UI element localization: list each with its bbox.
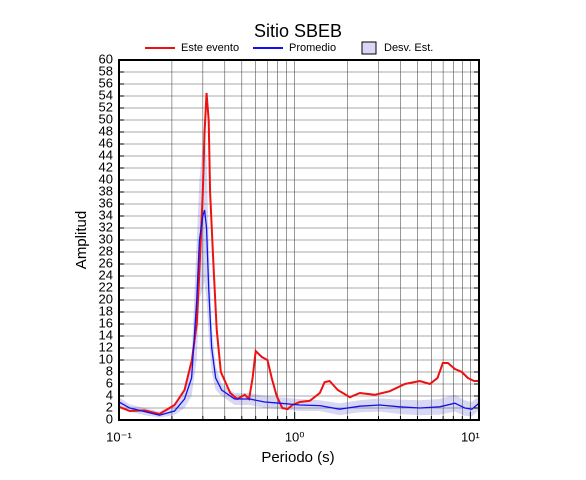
y-tick-label: 22 <box>99 279 113 294</box>
y-tick-label: 4 <box>106 387 113 402</box>
legend-swatch <box>361 41 377 55</box>
x-tick-label: 10⁰ <box>285 429 305 444</box>
y-tick-label: 12 <box>99 339 113 354</box>
series-line <box>118 92 479 416</box>
y-axis-label: Amplitud <box>73 211 90 269</box>
y-tick-label: 6 <box>106 375 113 390</box>
x-axis-label: Periodo (s) <box>261 449 334 466</box>
y-tick-label: 20 <box>99 291 113 306</box>
y-tick-label: 10 <box>99 351 113 366</box>
y-tick-label: 18 <box>99 303 113 318</box>
y-tick-label: 14 <box>99 327 113 342</box>
y-tick-label: 56 <box>99 75 113 90</box>
x-tick-label: 10⁻¹ <box>106 429 132 444</box>
y-tick-label: 16 <box>99 315 113 330</box>
y-tick-label: 26 <box>99 255 113 270</box>
legend-label: Promedio <box>289 42 336 54</box>
y-tick-label: 24 <box>99 267 113 282</box>
legend-label: Este evento <box>181 42 239 54</box>
y-tick-label: 58 <box>99 63 113 78</box>
y-tick-label: 32 <box>99 219 113 234</box>
y-tick-label: 54 <box>99 87 113 102</box>
y-tick-label: 52 <box>99 99 113 114</box>
y-tick-label: 40 <box>99 171 113 186</box>
x-tick-label: 10¹ <box>461 429 480 444</box>
y-tick-label: 44 <box>99 147 113 162</box>
y-tick-label: 60 <box>99 51 113 66</box>
y-tick-label: 30 <box>99 231 113 246</box>
y-tick-label: 28 <box>99 243 113 258</box>
y-tick-label: 46 <box>99 135 113 150</box>
plot-frame <box>118 59 480 421</box>
y-tick-label: 38 <box>99 183 113 198</box>
y-tick-label: 2 <box>106 399 113 414</box>
y-tick-label: 36 <box>99 195 113 210</box>
y-tick-label: 8 <box>106 363 113 378</box>
y-tick-label: 50 <box>99 111 113 126</box>
y-tick-label: 42 <box>99 159 113 174</box>
series-line <box>118 209 480 416</box>
y-tick-label: 0 <box>106 411 113 426</box>
legend-label: Desv. Est. <box>384 42 433 54</box>
chart-title: Sitio SBEB <box>254 21 342 41</box>
y-tick-label: 48 <box>99 123 113 138</box>
y-tick-label: 34 <box>99 207 113 222</box>
